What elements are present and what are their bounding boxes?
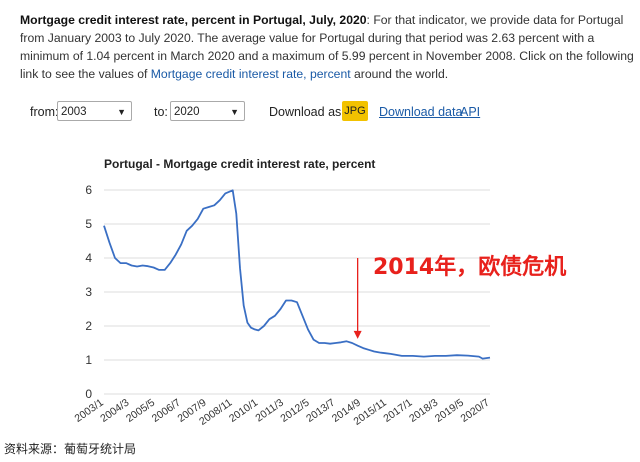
x-tick-label: 2013/7 (304, 397, 337, 425)
x-tick-label: 2004/3 (98, 397, 131, 425)
x-tick-label: 2017/1 (381, 397, 414, 425)
api-link[interactable]: API (460, 105, 481, 119)
from-label: from: (30, 105, 59, 119)
chart-title: Portugal - Mortgage credit interest rate… (104, 157, 375, 171)
to-select-value: 2020 (174, 106, 200, 118)
y-tick-label: 3 (85, 285, 92, 299)
controls-bar: from: 2003 ▼ to: 2020 ▼ Download as: JPG… (0, 100, 640, 126)
line-chart: Portugal - Mortgage credit interest rate… (73, 157, 567, 428)
to-label: to: (154, 105, 168, 119)
intro-text: Mortgage credit interest rate, percent i… (20, 11, 635, 83)
y-axis: 0 1 2 3 4 5 6 (85, 183, 92, 401)
to-select[interactable]: 2020 ▼ (170, 101, 245, 121)
x-tick-label: 2006/7 (150, 397, 183, 425)
series-line (103, 189, 491, 360)
download-label: Download as: (269, 105, 345, 119)
x-tick-label: 2020/7 (459, 397, 492, 425)
chevron-down-icon: ▼ (117, 107, 126, 117)
y-tick-label: 4 (85, 251, 92, 265)
x-tick-label: 2012/5 (278, 397, 311, 425)
indicator-link[interactable]: Mortgage credit interest rate, percent (150, 67, 351, 81)
x-axis: 2003/12004/32005/52006/72007/92008/11201… (73, 397, 492, 428)
x-tick-label: 2005/5 (124, 397, 157, 425)
annotation: 2014年，欧债危机 (353, 254, 566, 339)
x-tick-label: 2018/3 (407, 397, 440, 425)
y-tick-label: 0 (85, 387, 92, 401)
y-tick-label: 5 (85, 217, 92, 231)
x-tick-label: 2010/1 (227, 397, 260, 425)
chevron-down-icon: ▼ (230, 107, 239, 117)
chart-grid (104, 189, 490, 395)
y-tick-label: 6 (85, 183, 92, 197)
intro-body: : For that indicator, we provide data fo… (20, 13, 634, 81)
y-tick-label: 2 (85, 319, 92, 333)
from-select-value: 2003 (61, 106, 87, 118)
jpg-download-button[interactable]: JPG (342, 101, 368, 121)
intro-tail: around the world. (350, 67, 449, 81)
x-tick-label: 2019/5 (433, 397, 466, 425)
y-tick-label: 1 (85, 353, 92, 367)
annotation-arrow-head (353, 330, 362, 339)
intro-title: Mortgage credit interest rate, percent i… (20, 13, 367, 27)
source-note: 资料来源：葡萄牙统计局 (4, 442, 137, 456)
download-data-link[interactable]: Download data (379, 105, 463, 119)
annotation-label: 2014年，欧债危机 (373, 254, 566, 280)
from-select[interactable]: 2003 ▼ (57, 101, 132, 121)
